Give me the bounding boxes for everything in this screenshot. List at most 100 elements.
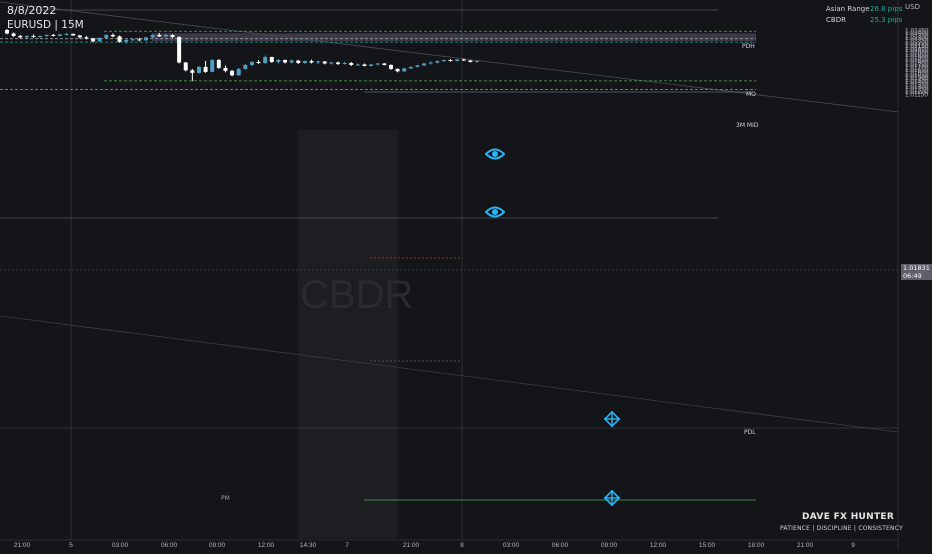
currency-label: USD <box>905 3 920 11</box>
time-tick-label: 21:00 <box>14 542 31 549</box>
candle-body <box>349 62 354 65</box>
time-tick-label: 8 <box>460 542 464 549</box>
candle-body <box>190 70 195 73</box>
candle-body <box>329 62 334 64</box>
time-tick-label: 5 <box>69 542 73 549</box>
candle-body <box>388 64 393 69</box>
price-tick-label: 1.01800 <box>905 59 929 66</box>
price-tick-label: 1.02250 <box>905 37 929 44</box>
price-tick-label: 1.01850 <box>905 57 929 64</box>
candle-body <box>461 59 466 61</box>
price-tick-label: 1.01300 <box>905 84 929 91</box>
price-tick-label: 1.02350 <box>905 32 929 39</box>
candle-body <box>276 60 281 62</box>
candle-body <box>302 61 307 63</box>
trend-line <box>0 315 899 433</box>
chart-date: 8/8/2022 <box>7 4 57 17</box>
candles-layer <box>5 29 480 82</box>
candle-body <box>170 34 175 37</box>
candle-body <box>369 64 374 66</box>
candle-body <box>77 35 82 38</box>
crosshair-icon[interactable] <box>604 490 620 506</box>
price-tick-label: 1.01750 <box>905 62 929 69</box>
session-shade <box>298 130 398 540</box>
eye-icon[interactable] <box>485 205 505 219</box>
candle-body <box>137 39 142 41</box>
candle-body <box>18 35 23 38</box>
chart-symbol[interactable]: EURUSD | 15M <box>7 19 84 31</box>
candle-body <box>97 37 102 42</box>
time-tick-label: 09:00 <box>209 542 226 549</box>
candle-body <box>236 68 241 76</box>
time-tick-label: 15:00 <box>699 542 716 549</box>
candle-body <box>468 60 473 62</box>
level-label-3m-mid: 3M MID <box>736 122 759 129</box>
time-axis[interactable]: 21:00 5 03:00 06:00 09:00 12:00 14:30 7 21:00 8 03… <box>14 542 855 549</box>
price-tick-label: 1.02200 <box>905 40 929 47</box>
bar-countdown: 06:49 <box>903 271 922 280</box>
time-tick-label: 21:00 <box>403 542 420 549</box>
price-tick-label: 1.01200 <box>905 89 929 96</box>
time-tick-label: 06:00 <box>161 542 178 549</box>
candle-body <box>269 57 274 62</box>
candle-body <box>441 60 446 62</box>
price-tick-label: 1.02300 <box>905 35 929 42</box>
candle-body <box>150 34 155 38</box>
session-shading <box>298 130 398 540</box>
candle-body <box>249 61 254 65</box>
eye-icon[interactable] <box>485 147 505 161</box>
candle-body <box>289 60 294 63</box>
price-tick-label: 1.01650 <box>905 67 929 74</box>
grid-layer <box>0 0 899 550</box>
candle-body <box>336 62 340 64</box>
candle-body <box>124 39 129 42</box>
brand-tagline: PATIENCE | DISCIPLINE | CONSISTENCY <box>780 525 903 532</box>
range-box-layer <box>152 33 756 42</box>
candle-body <box>216 60 221 68</box>
price-tick-label: 1.01400 <box>905 79 929 86</box>
price-tick-label: 1.01900 <box>905 55 929 62</box>
crosshair-icon[interactable] <box>604 411 620 427</box>
candle-body <box>38 35 43 37</box>
cbdr-watermark: CBDR <box>300 273 413 317</box>
candle-body <box>316 61 321 63</box>
price-axis[interactable]: 1.024501.024001.023501.023001.022501.022… <box>905 28 929 99</box>
time-tick-label: 7 <box>345 542 349 549</box>
candle-body <box>415 65 420 67</box>
time-tick-label: 18:00 <box>748 542 765 549</box>
current-price-value: 1.01831 <box>903 264 930 272</box>
drawing-lines-layer <box>0 1 899 501</box>
candle-body <box>163 34 168 37</box>
candle-body <box>428 62 433 64</box>
candle-body <box>183 62 188 71</box>
price-tick-label: 1.01550 <box>905 72 929 79</box>
price-tick-label: 1.01150 <box>905 91 928 98</box>
candle-body <box>64 33 69 35</box>
candle-body <box>362 64 367 66</box>
time-tick-label: 03:00 <box>503 542 520 549</box>
asian-range-box <box>152 33 756 42</box>
time-tick-label: 21:00 <box>797 542 814 549</box>
candle-body <box>243 64 248 69</box>
key-levels-layer <box>0 30 898 429</box>
level-label-pm: PM <box>221 495 230 502</box>
candle-body <box>455 59 460 62</box>
candle-body <box>408 66 413 69</box>
candle-body <box>296 60 301 63</box>
candle-body <box>31 35 36 37</box>
price-tick-label: 1.01450 <box>905 77 929 84</box>
brand-name: DAVE FX HUNTER <box>802 512 895 522</box>
time-tick-label: 03:00 <box>112 542 129 549</box>
trend-line <box>0 1 899 113</box>
candle-body <box>110 34 115 37</box>
current-price-tag: 1.01831 06:49 <box>901 264 932 280</box>
candle-body <box>322 61 327 64</box>
level-label-pdl: PDL <box>744 429 756 436</box>
candle-body <box>435 61 440 63</box>
candle-body <box>382 63 387 65</box>
candle-body <box>309 61 314 63</box>
candle-body <box>11 33 16 36</box>
info-panel: Asian Range26.8 pips CBDR 25.3 pips <box>826 4 902 26</box>
